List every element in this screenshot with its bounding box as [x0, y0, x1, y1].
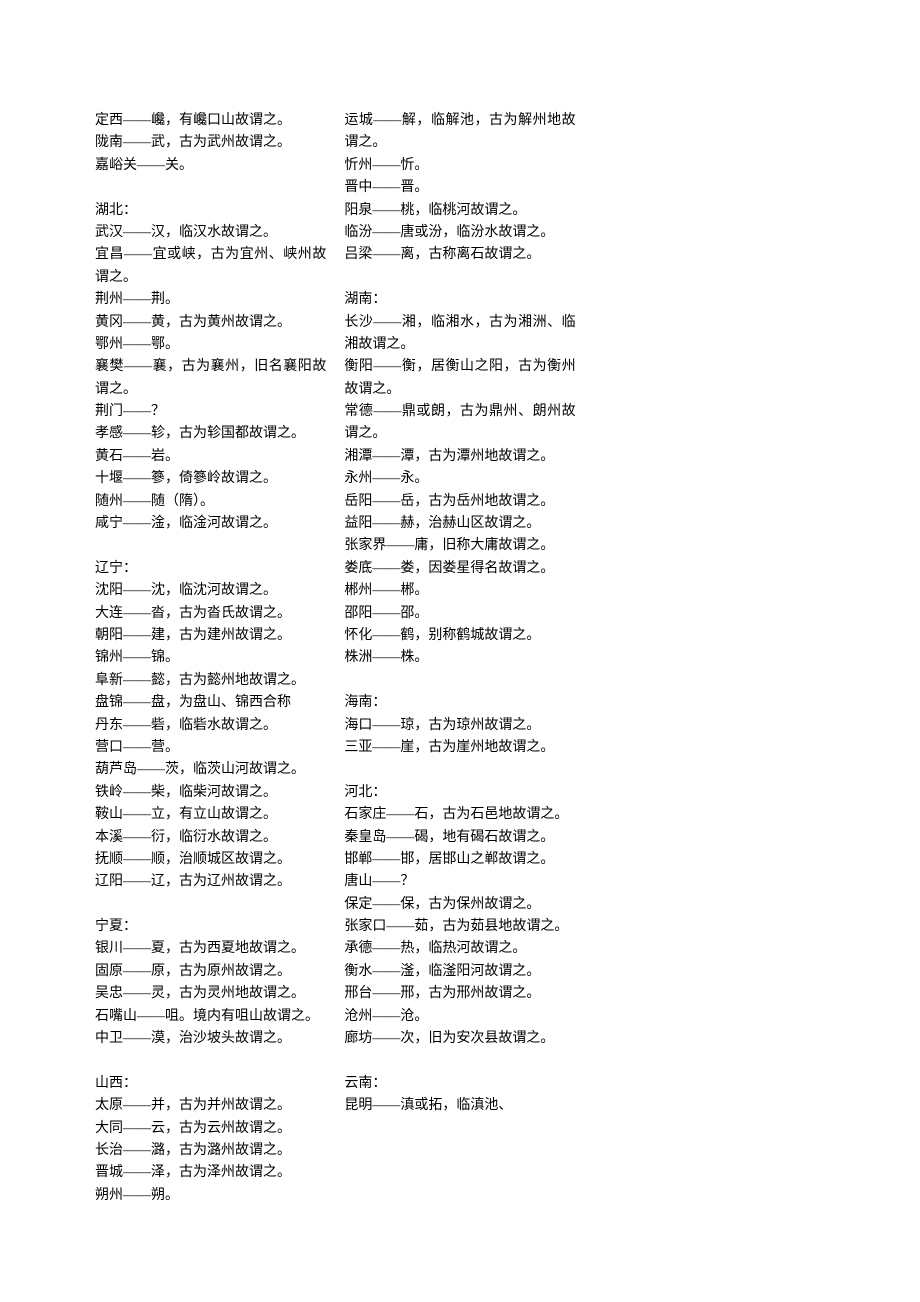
province-header: 海南： [344, 692, 575, 714]
city-entry: 湘潭——潭，古为潭州地故谓之。 [344, 446, 575, 468]
blank-line [95, 1050, 326, 1072]
province-header: 山西： [95, 1073, 326, 1095]
city-entry: 运城——解，临解池，古为解州地故谓之。 [344, 110, 575, 155]
city-entry: 郴州——郴。 [344, 580, 575, 602]
city-entry: 秦皇岛——碣，地有碣石故谓之。 [344, 827, 575, 849]
city-entry: 永州——永。 [344, 468, 575, 490]
city-entry: 株洲——株。 [344, 647, 575, 669]
blank-line [344, 670, 575, 692]
blank-line [95, 177, 326, 199]
blank-line [344, 759, 575, 781]
city-entry: 固原——原，古为原州故谓之。 [95, 961, 326, 983]
city-entry: 荆门——？ [95, 401, 326, 423]
city-entry: 抚顺——顺，治顺城区故谓之。 [95, 849, 326, 871]
province-header: 云南： [344, 1073, 575, 1095]
city-entry: 黄石——岩。 [95, 446, 326, 468]
city-entry: 张家口——茹，古为茹县地故谓之。 [344, 916, 575, 938]
city-entry: 沈阳——沈，临沈河故谓之。 [95, 580, 326, 602]
city-entry: 衡水——滏，临滏阳河故谓之。 [344, 961, 575, 983]
city-entry: 邯郸——邯，居邯山之郸故谓之。 [344, 849, 575, 871]
blank-line [95, 535, 326, 557]
city-entry: 承德——热，临热河故谓之。 [344, 938, 575, 960]
city-entry: 阜新——懿，古为懿州地故谓之。 [95, 670, 326, 692]
city-entry: 嘉峪关——关。 [95, 155, 326, 177]
blank-line [344, 1050, 575, 1072]
city-entry: 随州——随（隋）。 [95, 491, 326, 513]
city-entry: 邵阳——邵。 [344, 603, 575, 625]
city-entry: 朔州——朔。 [95, 1185, 326, 1207]
province-header: 河北： [344, 782, 575, 804]
city-entry: 鞍山——立，有立山故谓之。 [95, 804, 326, 826]
city-entry: 晋城——泽，古为泽州故谓之。 [95, 1162, 326, 1184]
city-entry: 大连——沓，古为沓氏故谓之。 [95, 603, 326, 625]
city-entry: 营口——营。 [95, 737, 326, 759]
city-entry: 鄂州——鄂。 [95, 334, 326, 356]
city-entry: 吴忠——灵，古为灵州地故谓之。 [95, 983, 326, 1005]
city-entry: 本溪——衍，临衍水故谓之。 [95, 827, 326, 849]
city-entry: 黄冈——黄，古为黄州故谓之。 [95, 312, 326, 334]
city-entry: 娄底——娄，因娄星得名故谓之。 [344, 558, 575, 580]
city-entry: 银川——夏，古为西夏地故谓之。 [95, 938, 326, 960]
city-entry: 昆明——滇或拓，临滇池、 [344, 1095, 575, 1117]
city-entry: 太原——并，古为并州故谓之。 [95, 1095, 326, 1117]
city-entry: 三亚——崖，古为崖州地故谓之。 [344, 737, 575, 759]
blank-line [95, 894, 326, 916]
city-entry: 临汾——唐或汾，临汾水故谓之。 [344, 222, 575, 244]
city-entry: 荆州——荆。 [95, 289, 326, 311]
city-entry: 丹东——砦，临砦水故谓之。 [95, 715, 326, 737]
document-page: 定西——巉，有巉口山故谓之。陇南——武，古为武州故谓之。嘉峪关——关。湖北：武汉… [0, 0, 920, 1302]
city-entry: 张家界——庸，旧称大庸故谓之。 [344, 535, 575, 557]
province-header: 辽宁： [95, 558, 326, 580]
city-entry: 忻州——忻。 [344, 155, 575, 177]
city-entry: 衡阳——衡，居衡山之阳，古为衡州故谓之。 [344, 356, 575, 401]
city-entry: 武汉——汉，临汉水故谓之。 [95, 222, 326, 244]
city-entry: 锦州——锦。 [95, 647, 326, 669]
province-header: 湖南： [344, 289, 575, 311]
city-entry: 岳阳——岳，古为岳州地故谓之。 [344, 491, 575, 513]
city-entry: 长沙——湘，临湘水，古为湘洲、临湘故谓之。 [344, 312, 575, 357]
city-entry: 孝感——轸，古为轸国都故谓之。 [95, 423, 326, 445]
city-entry: 保定——保，古为保州故谓之。 [344, 894, 575, 916]
city-entry: 铁岭——柴，临柴河故谓之。 [95, 782, 326, 804]
city-entry: 十堰——篸，倚篸岭故谓之。 [95, 468, 326, 490]
province-header: 湖北： [95, 200, 326, 222]
city-entry: 石家庄——石，古为石邑地故谓之。 [344, 804, 575, 826]
blank-line [344, 267, 575, 289]
city-entry: 咸宁——淦，临淦河故谓之。 [95, 513, 326, 535]
city-entry: 常德——鼎或朗，古为鼎州、朗州故谓之。 [344, 401, 575, 446]
city-entry: 盘锦——盘，为盘山、锦西合称 [95, 692, 326, 714]
city-entry: 葫芦岛——茨，临茨山河故谓之。 [95, 759, 326, 781]
city-entry: 唐山——？ [344, 871, 575, 893]
city-entry: 怀化——鹤，别称鹤城故谓之。 [344, 625, 575, 647]
province-header: 宁夏： [95, 916, 326, 938]
city-entry: 沧州——沧。 [344, 1006, 575, 1028]
city-entry: 长治——潞，古为潞州故谓之。 [95, 1140, 326, 1162]
city-entry: 吕梁——离，古称离石故谓之。 [344, 244, 575, 266]
city-entry: 陇南——武，古为武州故谓之。 [95, 132, 326, 154]
city-entry: 朝阳——建，古为建州故谓之。 [95, 625, 326, 647]
city-entry: 益阳——赫，治赫山区故谓之。 [344, 513, 575, 535]
city-entry: 襄樊——襄，古为襄州，旧名襄阳故谓之。 [95, 356, 326, 401]
city-entry: 大同——云，古为云州故谓之。 [95, 1118, 326, 1140]
city-entry: 中卫——漠，治沙坡头故谓之。 [95, 1028, 326, 1050]
city-entry: 邢台——邢，古为邢州故谓之。 [344, 983, 575, 1005]
city-entry: 定西——巉，有巉口山故谓之。 [95, 110, 326, 132]
city-entry: 阳泉——桃，临桃河故谓之。 [344, 200, 575, 222]
city-entry: 晋中——晋。 [344, 177, 575, 199]
city-entry: 宜昌——宜或峡，古为宜州、峡州故谓之。 [95, 244, 326, 289]
city-entry: 石嘴山——咀。境内有咀山故谓之。 [95, 1006, 326, 1028]
city-entry: 廊坊——次，旧为安次县故谓之。 [344, 1028, 575, 1050]
city-entry: 海口——琼，古为琼州故谓之。 [344, 715, 575, 737]
city-entry: 辽阳——辽，古为辽州故谓之。 [95, 871, 326, 893]
